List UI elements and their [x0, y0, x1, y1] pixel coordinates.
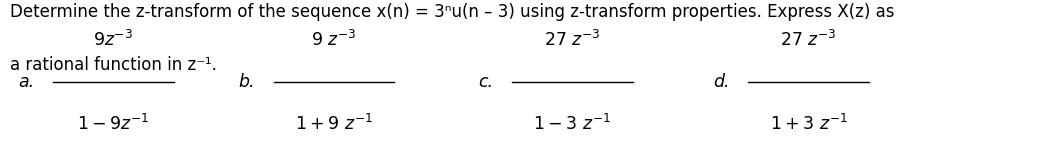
Text: $27\ z^{-3}$: $27\ z^{-3}$: [544, 29, 601, 49]
Text: $1 + 9\ z^{-1}$: $1 + 9\ z^{-1}$: [295, 114, 373, 134]
Text: a rational function in z⁻¹.: a rational function in z⁻¹.: [10, 56, 217, 74]
Text: $1 - 9z^{-1}$: $1 - 9z^{-1}$: [78, 114, 149, 134]
Text: b.: b.: [238, 73, 255, 91]
Text: $9\ z^{-3}$: $9\ z^{-3}$: [311, 29, 357, 49]
Text: c.: c.: [478, 73, 493, 91]
Text: a.: a.: [18, 73, 34, 91]
Text: $1 - 3\ z^{-1}$: $1 - 3\ z^{-1}$: [533, 114, 611, 134]
Text: $9z^{-3}$: $9z^{-3}$: [93, 29, 133, 49]
Text: Determine the z-transform of the sequence x(n) = 3ⁿu(n – 3) using z-transform pr: Determine the z-transform of the sequenc…: [10, 3, 895, 21]
Text: d.: d.: [713, 73, 729, 91]
Text: $27\ z^{-3}$: $27\ z^{-3}$: [780, 29, 837, 49]
Text: $1 + 3\ z^{-1}$: $1 + 3\ z^{-1}$: [770, 114, 847, 134]
